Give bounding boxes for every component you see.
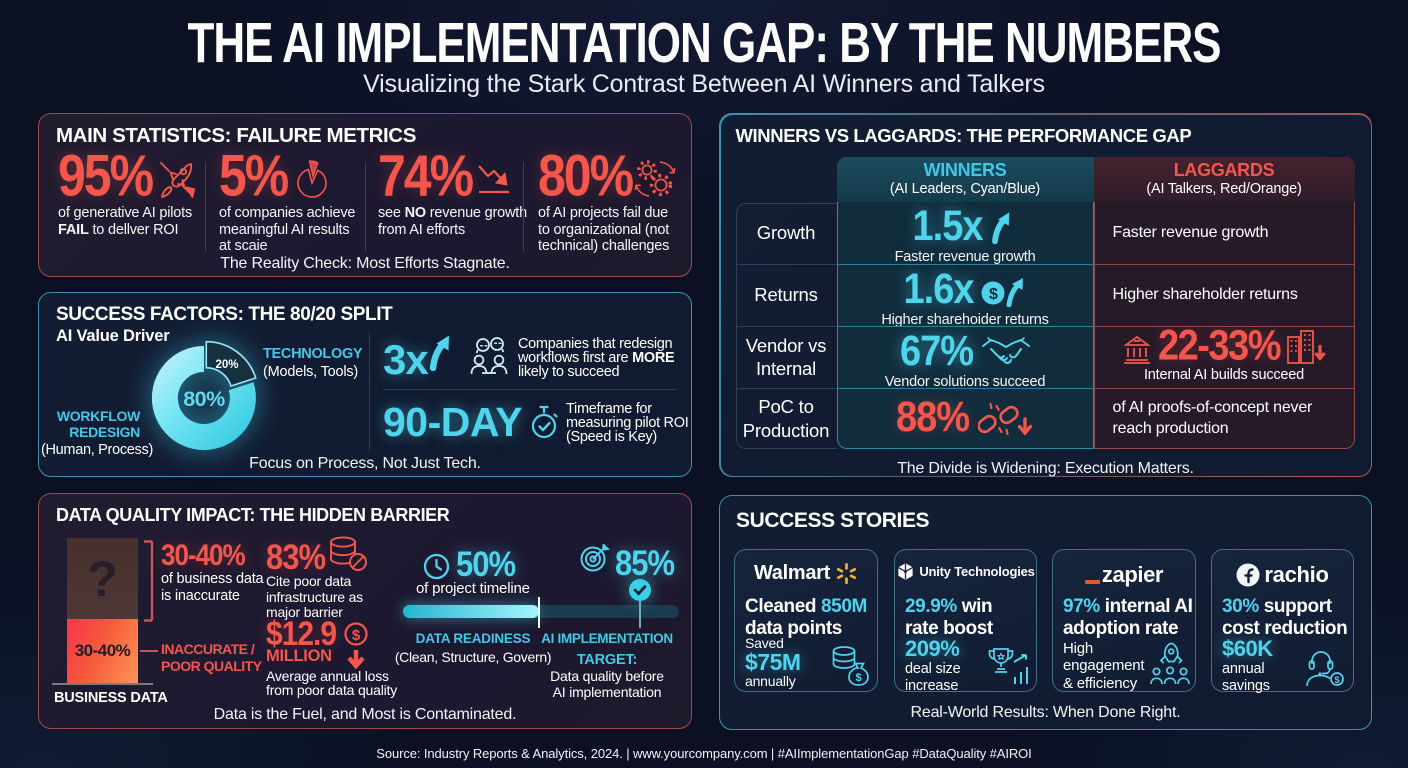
svg-text:$: $: [352, 627, 361, 644]
svg-text:20%: 20%: [215, 359, 238, 371]
svg-text:$: $: [855, 672, 861, 684]
svg-text:$: $: [990, 286, 999, 303]
svg-text:$: $: [1334, 675, 1339, 685]
svg-text:80%: 80%: [183, 387, 225, 411]
